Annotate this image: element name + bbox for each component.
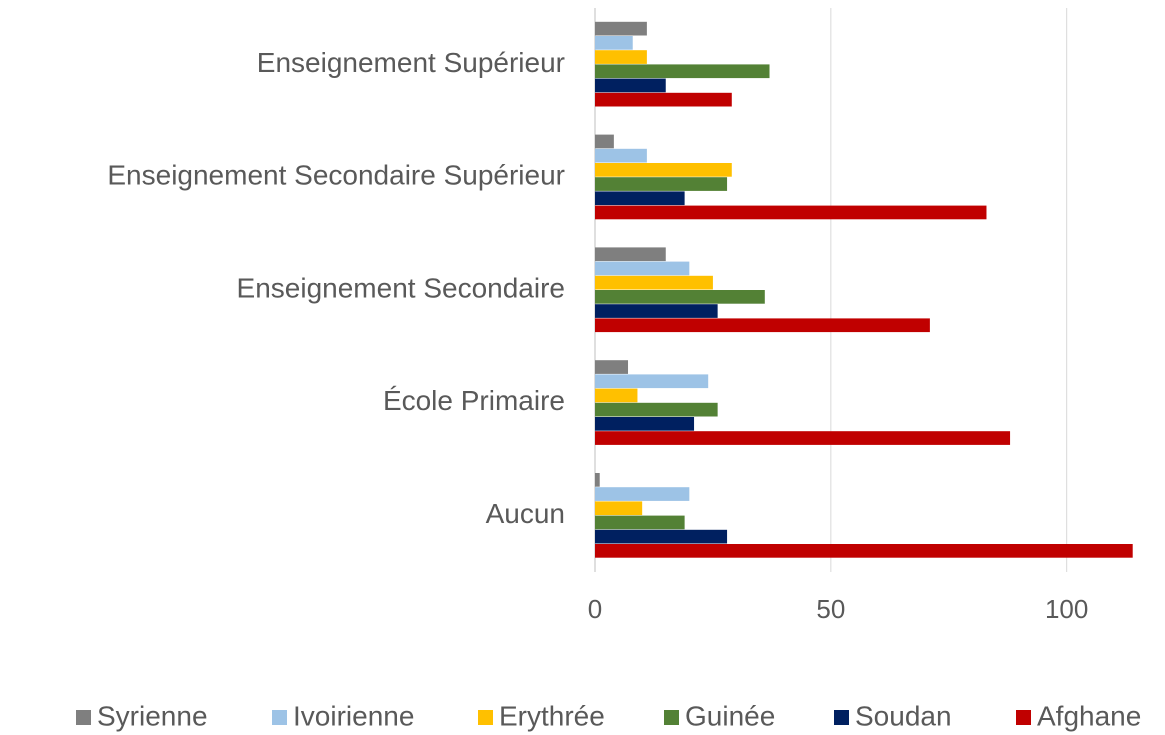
bar — [595, 177, 728, 191]
bar — [595, 388, 638, 403]
bar — [595, 473, 600, 487]
y-tick-label: Enseignement Secondaire — [237, 272, 565, 303]
bar — [595, 36, 633, 50]
legend-label: Soudan — [855, 700, 952, 731]
bar — [595, 50, 647, 64]
legend-swatch — [272, 710, 287, 725]
bar — [595, 360, 629, 374]
bar — [595, 374, 709, 389]
y-tick-label: École Primaire — [383, 385, 565, 416]
bar — [595, 417, 695, 431]
bar — [595, 275, 713, 290]
legend-swatch — [76, 710, 91, 725]
bar — [595, 487, 690, 501]
bar — [595, 290, 765, 304]
bar — [595, 21, 647, 36]
bar — [595, 191, 685, 206]
legend-swatch — [834, 710, 849, 725]
legend-label: Erythrée — [499, 700, 605, 731]
bar — [595, 501, 643, 516]
legend-swatch — [1016, 710, 1031, 725]
x-tick-label: 0 — [588, 594, 602, 624]
y-tick-label: Enseignement Supérieur — [257, 47, 565, 78]
bar — [595, 148, 647, 163]
x-tick-label: 50 — [816, 594, 845, 624]
legend-swatch — [664, 710, 679, 725]
bar — [595, 163, 732, 177]
x-tick-label: 100 — [1045, 594, 1088, 624]
bar — [595, 515, 685, 530]
bar — [595, 92, 732, 107]
legend-label: Syrienne — [97, 700, 208, 731]
bar — [595, 318, 930, 333]
legend-label: Afghane — [1037, 700, 1141, 731]
bar — [595, 247, 666, 262]
bar — [595, 431, 1011, 445]
bar — [595, 544, 1133, 558]
legend-label: Guinée — [685, 700, 775, 731]
y-tick-label: Enseignement Secondaire Supérieur — [107, 160, 565, 191]
bar — [595, 134, 614, 149]
legend-swatch — [478, 710, 493, 725]
y-tick-label: Aucun — [486, 498, 565, 529]
bar — [595, 64, 770, 79]
bar — [595, 205, 987, 220]
legend-label: Ivoirienne — [293, 700, 414, 731]
bar — [595, 304, 718, 318]
bar — [595, 529, 728, 544]
bar — [595, 261, 690, 276]
bar — [595, 78, 666, 93]
bar — [595, 402, 718, 417]
